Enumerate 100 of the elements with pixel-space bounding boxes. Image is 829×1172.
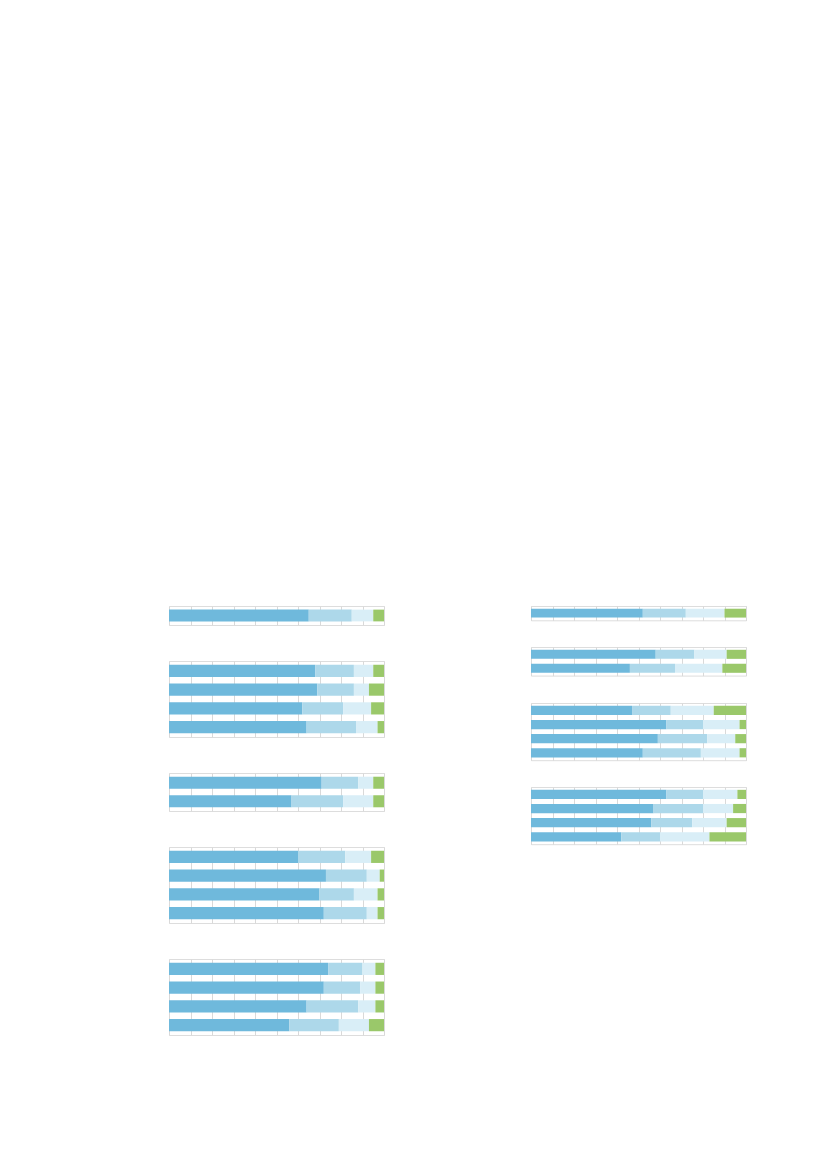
bar xyxy=(651,818,693,828)
bar xyxy=(169,981,324,994)
bar xyxy=(323,981,361,994)
bar xyxy=(351,609,374,622)
bar xyxy=(373,664,384,677)
bar xyxy=(321,776,359,789)
bar xyxy=(169,721,307,734)
bar xyxy=(169,888,320,901)
bar xyxy=(531,803,654,814)
bar xyxy=(343,702,372,715)
bar xyxy=(377,907,384,920)
bar xyxy=(302,702,344,715)
bar xyxy=(733,803,746,814)
bar xyxy=(368,1019,384,1032)
bar xyxy=(338,1019,369,1032)
bar xyxy=(306,721,357,734)
bar xyxy=(353,888,378,901)
bar xyxy=(169,664,316,677)
bar xyxy=(657,734,708,744)
bar xyxy=(531,608,643,618)
bar xyxy=(169,702,303,715)
bar xyxy=(366,907,378,920)
bar xyxy=(700,748,740,758)
bar xyxy=(343,795,374,808)
bar xyxy=(375,1000,384,1013)
bar xyxy=(722,663,746,673)
bar xyxy=(707,734,736,744)
bar xyxy=(371,702,384,715)
bar xyxy=(531,818,652,828)
bar xyxy=(169,609,309,622)
bar xyxy=(379,869,384,882)
bar xyxy=(694,649,727,659)
bar xyxy=(531,748,643,758)
bar xyxy=(371,850,384,863)
bar xyxy=(724,608,746,618)
bar xyxy=(377,888,384,901)
bar xyxy=(169,683,318,696)
bar xyxy=(375,962,384,975)
bar xyxy=(713,705,746,715)
bar xyxy=(726,818,746,828)
bar xyxy=(169,1019,290,1032)
bar xyxy=(360,981,376,994)
bar xyxy=(353,683,369,696)
bar xyxy=(621,832,660,842)
bar xyxy=(531,719,667,730)
bar xyxy=(298,850,346,863)
bar xyxy=(345,850,372,863)
bar xyxy=(629,663,676,673)
bar xyxy=(353,664,374,677)
bar xyxy=(531,649,656,659)
bar xyxy=(632,705,671,715)
bar xyxy=(373,776,384,789)
bar xyxy=(169,795,292,808)
bar xyxy=(675,663,723,673)
bar xyxy=(368,683,384,696)
bar xyxy=(666,789,703,799)
bar xyxy=(692,818,727,828)
bar xyxy=(315,664,354,677)
bar xyxy=(685,608,725,618)
bar xyxy=(308,609,352,622)
bar xyxy=(306,1000,359,1013)
bar xyxy=(169,962,329,975)
bar xyxy=(366,869,380,882)
bar xyxy=(169,869,326,882)
bar xyxy=(737,789,746,799)
bar xyxy=(375,981,384,994)
bar xyxy=(666,719,703,730)
bar xyxy=(703,803,734,814)
bar xyxy=(291,795,344,808)
bar xyxy=(531,663,630,673)
bar xyxy=(531,832,622,842)
bar xyxy=(358,776,374,789)
bar xyxy=(356,721,378,734)
bar xyxy=(739,719,746,730)
bar xyxy=(735,734,746,744)
bar xyxy=(362,962,376,975)
bar xyxy=(642,608,686,618)
bar xyxy=(373,609,384,622)
bar xyxy=(169,1000,307,1013)
bar xyxy=(655,649,695,659)
bar xyxy=(358,1000,376,1013)
bar xyxy=(739,748,746,758)
bar xyxy=(328,962,363,975)
bar xyxy=(653,803,703,814)
bar xyxy=(703,789,738,799)
bar xyxy=(289,1019,339,1032)
bar xyxy=(169,907,324,920)
bar xyxy=(531,734,658,744)
bar xyxy=(319,888,354,901)
bar xyxy=(709,832,746,842)
bar xyxy=(531,705,633,715)
bar xyxy=(642,748,701,758)
bar xyxy=(377,721,384,734)
bar xyxy=(323,907,367,920)
bar xyxy=(169,850,298,863)
bar xyxy=(531,789,667,799)
bar xyxy=(660,832,710,842)
bar xyxy=(703,719,740,730)
bar xyxy=(325,869,367,882)
bar xyxy=(726,649,746,659)
